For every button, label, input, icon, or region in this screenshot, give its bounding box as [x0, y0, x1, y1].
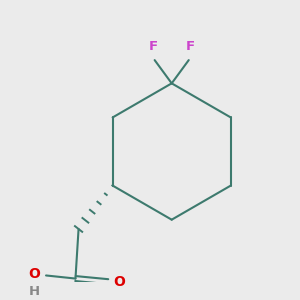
- Text: O: O: [114, 275, 125, 289]
- Text: O: O: [28, 267, 40, 281]
- Text: F: F: [148, 40, 158, 53]
- Text: F: F: [186, 40, 195, 53]
- Text: H: H: [29, 285, 40, 298]
